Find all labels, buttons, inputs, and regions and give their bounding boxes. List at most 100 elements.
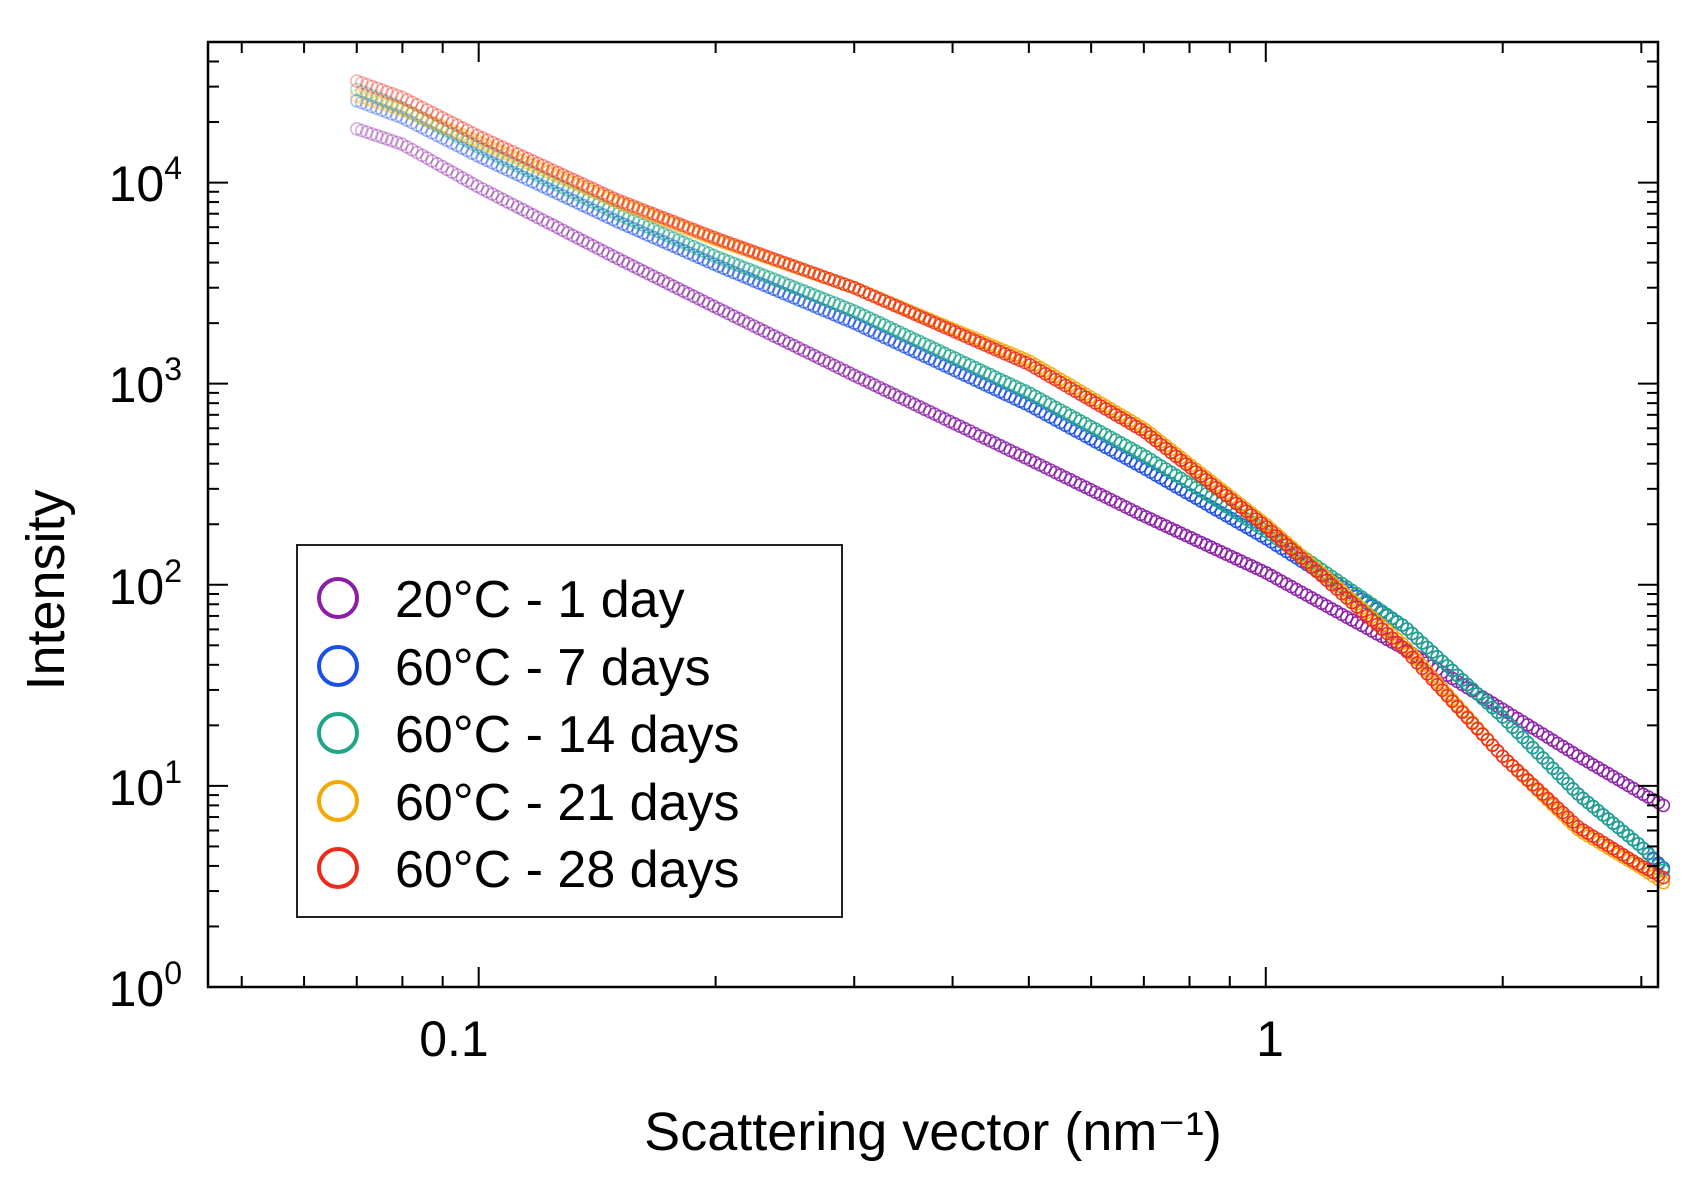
data-point [370, 81, 384, 95]
data-point [435, 159, 450, 174]
data-point [349, 94, 364, 108]
data-point [530, 168, 545, 183]
plot-frame [206, 40, 1660, 989]
data-point [349, 82, 364, 97]
data-point [370, 101, 384, 116]
data-point [525, 154, 540, 168]
data-point [530, 177, 545, 191]
data-point [1561, 810, 1575, 825]
data-point [440, 162, 455, 177]
data-point [495, 151, 510, 166]
data-point [505, 156, 520, 171]
data-point [450, 168, 465, 182]
data-point [450, 129, 465, 143]
data-point [349, 89, 364, 103]
legend-marker [317, 577, 359, 619]
data-point [485, 147, 500, 161]
data-point [455, 127, 470, 142]
data-point [415, 111, 429, 125]
data-point [505, 145, 520, 159]
data-point [485, 156, 500, 170]
data-point [395, 137, 409, 151]
data-point [1425, 645, 1439, 659]
data-point [1495, 749, 1510, 764]
data-point [460, 134, 475, 149]
x-axis-label: Scattering vector (nm⁻¹) [644, 1102, 1222, 1162]
data-point [495, 192, 510, 207]
data-point [465, 176, 480, 191]
data-point [475, 136, 490, 150]
data-point [1505, 758, 1520, 773]
data-point [510, 159, 525, 173]
data-point [435, 110, 450, 125]
data-point [505, 197, 520, 212]
data-point [460, 143, 475, 158]
data-point [1566, 782, 1580, 796]
y-tick-label: 100 [109, 955, 182, 1017]
legend-label: 20°C - 1 day [395, 571, 685, 629]
data-point [385, 133, 399, 148]
data-point [380, 105, 394, 119]
data-point [1460, 677, 1475, 692]
data-point [445, 165, 460, 179]
data-point [490, 149, 505, 163]
data-point [354, 95, 369, 110]
data-point [1505, 720, 1520, 735]
data-point [420, 123, 434, 138]
data-point [359, 92, 374, 106]
x-tick-label: 0.1 [419, 1011, 489, 1067]
data-point [435, 119, 450, 134]
data-point [490, 142, 505, 157]
data-point [390, 101, 404, 115]
data-point [400, 113, 414, 127]
data-point [425, 154, 439, 168]
data-point [400, 103, 414, 118]
y-tick-label: 103 [109, 351, 182, 413]
data-point [485, 187, 500, 201]
data-point [1400, 622, 1414, 636]
data-point [354, 123, 369, 138]
data-point [480, 144, 495, 159]
data-point [535, 171, 550, 185]
data-point [1525, 777, 1540, 792]
data-point [480, 153, 495, 168]
data-point [405, 142, 419, 157]
data-point [1546, 761, 1560, 776]
data-point [359, 77, 374, 92]
data-point [354, 90, 369, 105]
data-point [405, 106, 419, 120]
data-point [1556, 771, 1570, 786]
legend-marker [317, 780, 359, 822]
data-point [480, 184, 495, 199]
data-point [405, 115, 419, 130]
legend-label: 60°C - 14 days [395, 706, 740, 764]
series-layer [349, 74, 1671, 890]
data-point [1495, 710, 1510, 724]
data-point [364, 99, 379, 114]
y-tick-label: 101 [109, 754, 182, 816]
data-point [525, 166, 540, 180]
data-point [395, 101, 409, 115]
data-point [535, 158, 550, 173]
data-point [380, 94, 394, 109]
tick-layer [208, 41, 1658, 988]
data-point [525, 158, 540, 172]
y-tick-label: 104 [109, 150, 182, 212]
data-point [475, 151, 490, 165]
data-point [490, 138, 505, 152]
x-tick-label: 1 [1256, 1011, 1284, 1067]
legend-entry: 60°C - 7 days [317, 639, 711, 697]
data-point [465, 132, 480, 146]
data-point [520, 163, 535, 178]
x-tick-labels: 0.1 1 [419, 1011, 1284, 1067]
data-point [500, 142, 515, 157]
data-point [1485, 700, 1500, 715]
y-tick-label: 102 [109, 553, 182, 615]
data-point [535, 213, 550, 227]
data-point [530, 160, 545, 175]
data-point [515, 170, 530, 184]
data-point [470, 148, 485, 163]
data-point [1415, 636, 1429, 650]
data-point [1410, 631, 1424, 646]
data-point [400, 93, 414, 107]
